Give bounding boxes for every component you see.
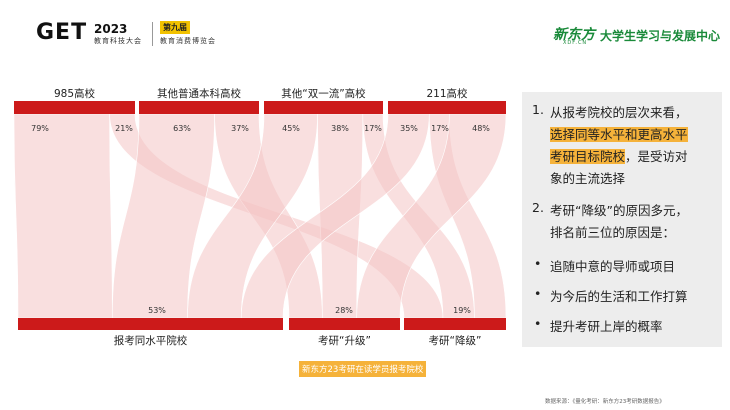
target-share-label: 53% <box>148 306 166 315</box>
source-node-label: 985高校 <box>54 87 96 100</box>
callout-item1-line4: 象的主流选择 <box>550 171 626 186</box>
target-share-label: 28% <box>335 306 353 315</box>
target-bar <box>289 318 400 330</box>
callout-item1-line3: 考研目标院校，是受访对 <box>550 146 688 167</box>
get-year: 2023 <box>94 22 128 36</box>
source-share-label: 37% <box>231 124 249 133</box>
source-node-label: 211高校 <box>426 87 468 100</box>
target-bar <box>404 318 506 330</box>
target-node-label: 考研“降级” <box>429 334 482 347</box>
xdf-en-logo: XDF.CN <box>563 40 588 46</box>
xdf-logo: 新东方 <box>553 27 595 43</box>
callout-item1-number: 1. <box>532 102 544 117</box>
expo-name: 教育消费博览会 <box>160 37 216 45</box>
source-share-label: 17% <box>364 124 382 133</box>
center-name: 大学生学习与发展中心 <box>600 29 721 43</box>
source-share-label: 35% <box>400 124 418 133</box>
source-bar <box>388 101 506 114</box>
source-share-label: 48% <box>472 124 490 133</box>
callout-item1-line2: 选择同等水平和更高水平 <box>550 124 688 145</box>
flow-link <box>13 113 113 319</box>
callout-highlight-1: 选择同等水平和更高水平 <box>550 127 688 142</box>
source-tag: 新东方23考研在读学员报考院校 <box>299 361 427 377</box>
source-bar <box>14 101 135 114</box>
source-bar <box>264 101 383 114</box>
header: GET 2023 教育科技大会 第九届 教育消费博览会 新东方 XDF.CN 大… <box>0 0 730 60</box>
target-share-label: 19% <box>453 306 471 315</box>
callout-item1-line1: 从报考院校的层次来看， <box>550 105 688 120</box>
source-node-label: 其他“双一流”高校 <box>281 87 366 100</box>
callout-bullet-2: 为今后的生活和工作打算 <box>550 289 688 304</box>
source-share-label: 17% <box>431 124 449 133</box>
bullet-dot: • <box>534 316 542 331</box>
callout-item2-number: 2. <box>532 200 544 215</box>
source-share-label: 79% <box>31 124 49 133</box>
callout-item2-line2: 排名前三位的原因是： <box>550 225 676 240</box>
source-share-label: 45% <box>282 124 300 133</box>
callout-highlight-2: 考研目标院校 <box>550 149 626 164</box>
source-share-label: 21% <box>115 124 133 133</box>
callout-box: 1. 从报考院校的层次来看， 选择同等水平和更高水平 考研目标院校，是受访对 象… <box>522 92 722 347</box>
target-node-label: 报考同水平院校 <box>114 334 188 347</box>
target-node-label: 考研“升级” <box>318 335 371 347</box>
callout-bullet-3: 提升考研上岸的概率 <box>550 319 663 334</box>
source-share-label: 38% <box>331 124 349 133</box>
source-bar <box>139 101 259 114</box>
footer-source: 数据来源：《量化考研：新东方23考研数据报告》 <box>545 399 665 405</box>
callout-bullet-1: 追随中意的导师或项目 <box>550 259 676 274</box>
bullet-dot: • <box>534 256 542 271</box>
ninth-badge: 第九届 <box>160 21 190 34</box>
source-share-label: 63% <box>173 124 191 133</box>
source-node-label: 其他普通本科高校 <box>157 87 241 100</box>
get-subtitle: 教育科技大会 <box>94 37 142 45</box>
callout-item2-line1: 考研“降级”的原因多元， <box>550 203 688 218</box>
flow-links <box>13 113 507 319</box>
bullet-dot: • <box>534 286 542 301</box>
get-logo: GET <box>36 20 88 45</box>
header-divider <box>152 22 153 46</box>
target-bar <box>18 318 283 330</box>
callout-item1-line3-tail: ，是受访对 <box>625 149 688 164</box>
